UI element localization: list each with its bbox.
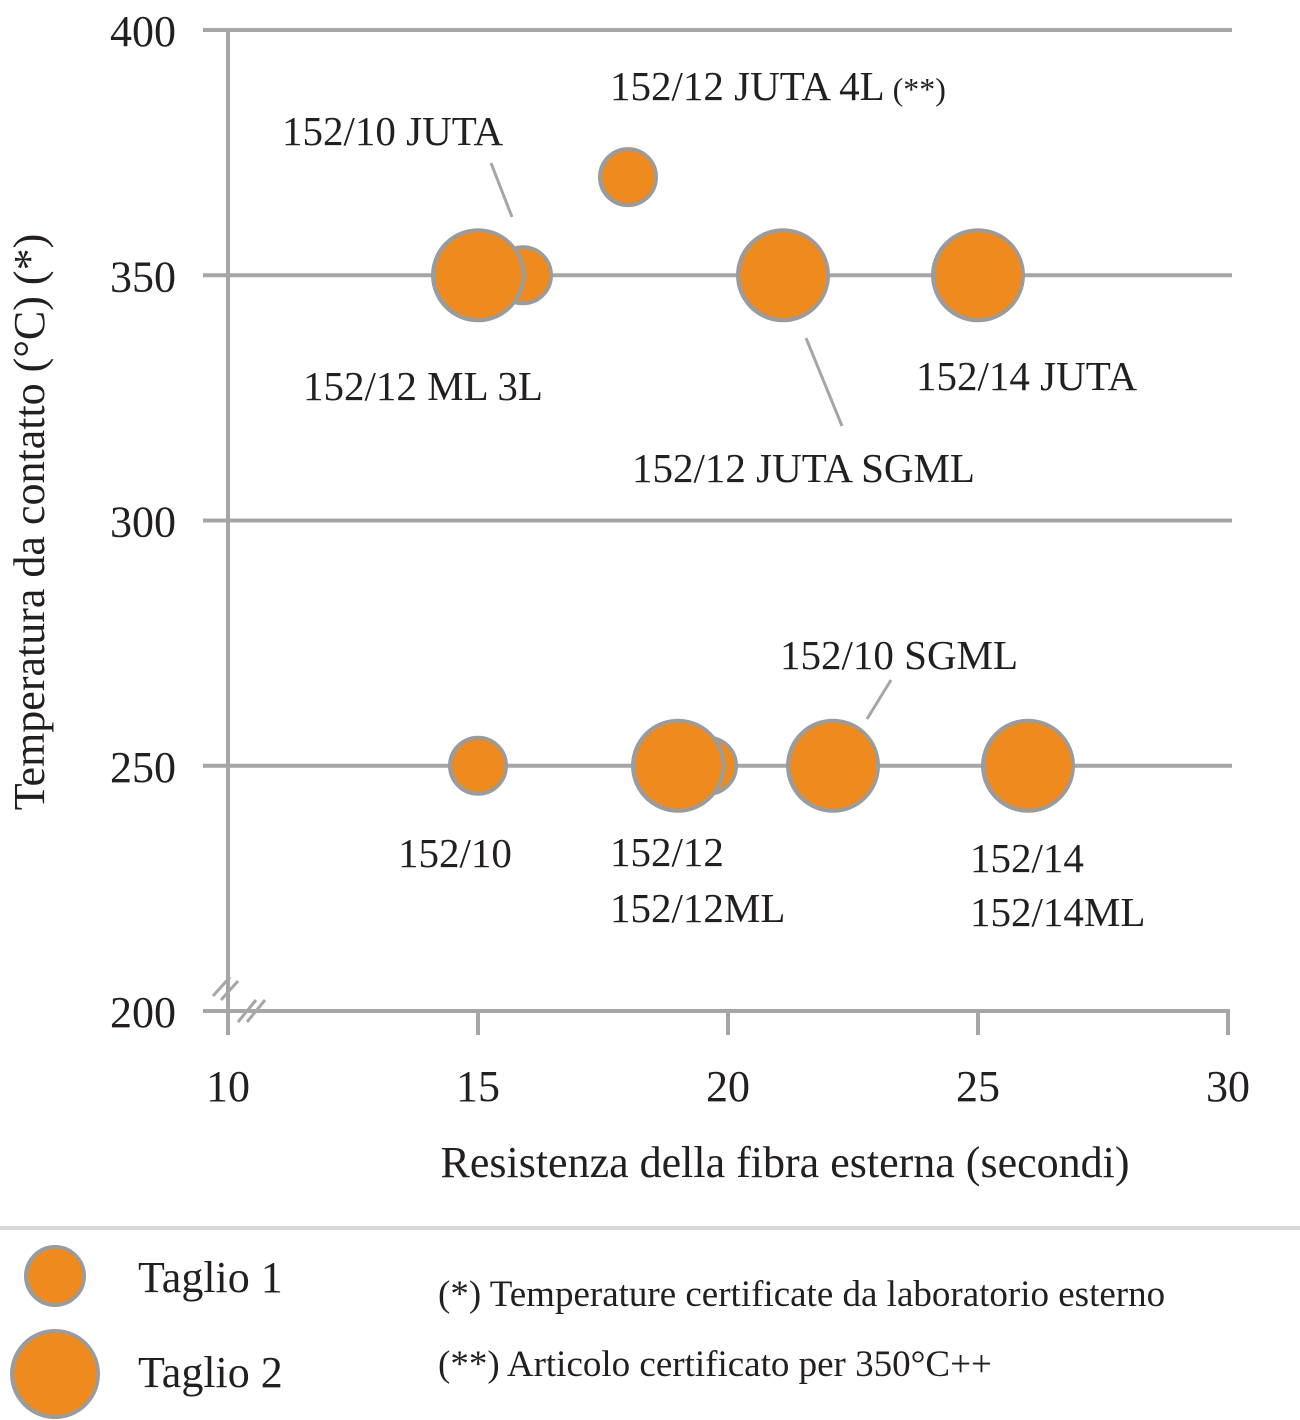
legend-label-taglio-2: Taglio 2	[138, 1348, 283, 1397]
x-tick-label: 15	[456, 1062, 500, 1111]
note-certified-article: (**) Articolo certificato per 350°C++	[438, 1344, 992, 1385]
bubble-point	[736, 228, 830, 323]
x-tick-label: 25	[956, 1062, 1000, 1111]
legend-marker-taglio-2	[10, 1329, 100, 1419]
data-label: 152/12 JUTA 4L (**)	[610, 63, 946, 109]
bubble-point	[931, 228, 1025, 323]
axes	[203, 30, 1230, 1035]
data-label: 152/12 ML 3L	[303, 363, 543, 409]
note-certified-temperatures: (*) Temperature certificate da laborator…	[438, 1274, 1165, 1315]
data-label: 152/12ML	[610, 885, 785, 931]
data-label: 152/14	[970, 835, 1084, 881]
data-labels: 152/12 JUTA 4L (**) 152/10 JUTA 152/12 ML …	[282, 63, 1145, 935]
x-axis-break-mark	[245, 999, 267, 1023]
callout-line	[489, 162, 514, 218]
y-axis-break-mark	[211, 975, 232, 998]
data-label: 152/10 SGML	[780, 632, 1018, 678]
y-tick-label: 300	[110, 498, 176, 547]
x-axis-title: Resistenza della fibra esterna (secondi)	[440, 1138, 1129, 1187]
bubble-point	[598, 147, 658, 208]
data-label: 152/14 JUTA	[916, 353, 1137, 399]
bubble-point	[448, 735, 508, 796]
legend-marker-taglio-1	[24, 1245, 86, 1307]
data-label: 152/12	[610, 829, 724, 875]
x-tick-label: 10	[206, 1062, 250, 1111]
data-label: 152/12 JUTA SGML	[632, 445, 975, 491]
legend-label-taglio-1: Taglio 1	[138, 1253, 283, 1302]
callout-line	[865, 679, 893, 720]
data-label: 152/10	[398, 830, 512, 876]
callout-line	[804, 337, 844, 427]
tick-labels: 200 250 300 350 400 10 15 20 25 30	[110, 7, 1250, 1111]
bubble-point	[431, 228, 525, 323]
bubble-point	[981, 718, 1075, 813]
bubble-point	[786, 718, 880, 813]
y-tick-label: 250	[110, 743, 176, 792]
y-axis-break-mark	[219, 979, 240, 1002]
callout-lines	[489, 162, 893, 720]
x-axis-break-mark	[236, 999, 258, 1023]
y-tick-label: 350	[110, 252, 176, 301]
y-tick-label: 200	[110, 988, 176, 1037]
data-points	[431, 147, 1075, 813]
data-label: 152/14ML	[970, 889, 1145, 935]
x-tick-label: 20	[706, 1062, 750, 1111]
y-tick-label: 400	[110, 7, 176, 56]
data-label: 152/10 JUTA	[282, 108, 503, 154]
bubble-point	[631, 718, 725, 813]
y-axis-title: Temperatura da contatto (°C) (*)	[5, 234, 54, 811]
data-label-footnote-mark: (**)	[885, 71, 946, 107]
x-tick-label: 30	[1206, 1062, 1250, 1111]
